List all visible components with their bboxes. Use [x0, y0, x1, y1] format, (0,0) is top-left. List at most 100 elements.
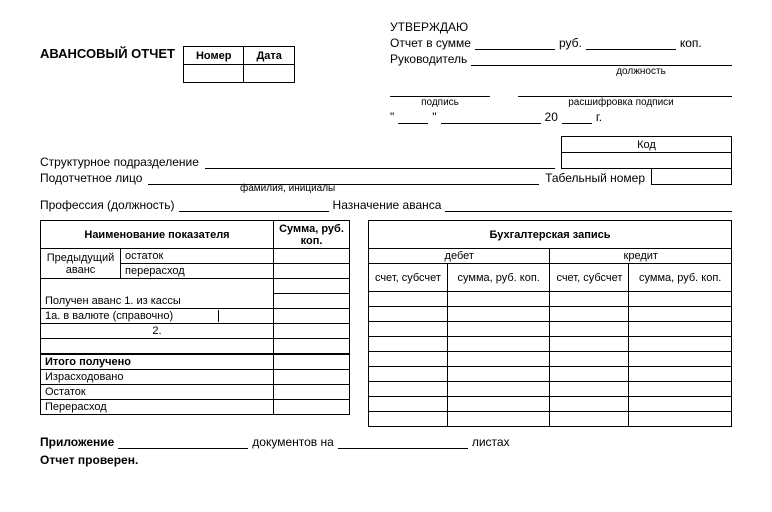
rt-r3c4[interactable]: [629, 322, 732, 337]
lt-spacer1-val[interactable]: [274, 279, 350, 294]
app-label: Приложение: [40, 435, 114, 449]
rt-r8c3[interactable]: [550, 397, 629, 412]
date-year-field[interactable]: [562, 110, 592, 124]
lt-total-val[interactable]: [274, 354, 350, 370]
top-section: АВАНСОВЫЙ ОТЧЕТ Номер Дата УТВЕРЖДАЮ Отч…: [40, 20, 732, 126]
lt-got1a-val[interactable]: [274, 309, 350, 324]
rt-r6c2[interactable]: [447, 367, 550, 382]
lt-got1-val[interactable]: [274, 294, 350, 309]
rt-r7c4[interactable]: [629, 382, 732, 397]
rt-r7c2[interactable]: [447, 382, 550, 397]
rt-r2c2[interactable]: [447, 307, 550, 322]
app-field[interactable]: [118, 435, 248, 449]
rt-r1c3[interactable]: [550, 292, 629, 307]
lt-spacer2[interactable]: [41, 339, 274, 354]
date-day-field[interactable]: [398, 110, 428, 124]
sum-label: Отчет в сумме: [390, 36, 471, 50]
rt-credit: кредит: [550, 249, 732, 264]
lt-spacer2-val[interactable]: [274, 339, 350, 354]
lt-over: перерасход: [121, 264, 274, 279]
rt-r2c4[interactable]: [629, 307, 732, 322]
rt-r3c1[interactable]: [369, 322, 448, 337]
tabnum-cell[interactable]: [652, 169, 732, 185]
rt-r9c1[interactable]: [369, 412, 448, 427]
rt-r9c3[interactable]: [550, 412, 629, 427]
date-cell[interactable]: [244, 65, 294, 83]
rt-r5c1[interactable]: [369, 352, 448, 367]
lt-ost: остаток: [121, 249, 274, 264]
rt-r2c1[interactable]: [369, 307, 448, 322]
lt-over-val[interactable]: [274, 264, 350, 279]
sum-kop-field[interactable]: [586, 36, 676, 50]
lt-spent-val[interactable]: [274, 369, 350, 384]
sum-rub-field[interactable]: [475, 36, 555, 50]
lt-ost-val[interactable]: [274, 249, 350, 264]
rt-c-acct: счет, субсчет: [550, 264, 629, 292]
prof-label: Профессия (должность): [40, 198, 175, 212]
kod-table: Код: [561, 136, 732, 153]
purpose-field[interactable]: [445, 198, 732, 212]
rt-r8c4[interactable]: [629, 397, 732, 412]
year-prefix: 20: [545, 110, 558, 124]
number-cell[interactable]: [183, 65, 244, 83]
rt-r4c1[interactable]: [369, 337, 448, 352]
rt-r5c4[interactable]: [629, 352, 732, 367]
lt-over2: Перерасход: [41, 399, 274, 414]
rt-r5c3[interactable]: [550, 352, 629, 367]
rt-h-main: Бухгалтерская запись: [369, 221, 732, 249]
lt-got2-val[interactable]: [274, 324, 350, 339]
rub-label: руб.: [559, 36, 582, 50]
rt-r3c3[interactable]: [550, 322, 629, 337]
tables-section: Наименование показателя Сумма, руб. коп.…: [40, 220, 732, 427]
rt-r2c3[interactable]: [550, 307, 629, 322]
rt-r5c2[interactable]: [447, 352, 550, 367]
col-date: Дата: [244, 47, 294, 65]
lt-over2-val[interactable]: [274, 399, 350, 414]
approve-title: УТВЕРЖДАЮ: [390, 20, 732, 34]
rt-r6c4[interactable]: [629, 367, 732, 382]
struct-label: Структурное подразделение: [40, 155, 199, 169]
rt-r7c3[interactable]: [550, 382, 629, 397]
lt-got1: Получен аванс 1. из кассы: [41, 294, 274, 309]
rt-r1c2[interactable]: [447, 292, 550, 307]
docs-on-field[interactable]: [338, 435, 468, 449]
rt-r7c1[interactable]: [369, 382, 448, 397]
rt-r1c4[interactable]: [629, 292, 732, 307]
lt-prev: Предыдущий аванс: [41, 249, 121, 279]
rt-r3c2[interactable]: [447, 322, 550, 337]
date-month-field[interactable]: [441, 110, 541, 124]
decipher-field[interactable]: [518, 83, 732, 97]
col-number: Номер: [183, 47, 244, 65]
footer-line: Приложение документов на листах: [40, 435, 732, 449]
struct-field[interactable]: [205, 155, 555, 169]
lt-got2: 2.: [41, 324, 274, 339]
signature-field[interactable]: [390, 83, 490, 97]
rt-r9c2[interactable]: [447, 412, 550, 427]
kod-header: Код: [562, 137, 732, 153]
rt-r9c4[interactable]: [629, 412, 732, 427]
checked-label: Отчет проверен.: [40, 453, 732, 467]
struct-code-cell[interactable]: [562, 153, 732, 169]
purpose-label: Назначение аванса: [333, 198, 442, 212]
prof-field[interactable]: [179, 198, 329, 212]
rt-r4c4[interactable]: [629, 337, 732, 352]
lt-spent: Израсходовано: [41, 369, 274, 384]
rt-r4c2[interactable]: [447, 337, 550, 352]
struct-row: Структурное подразделение: [40, 152, 732, 169]
person-field[interactable]: [148, 171, 539, 185]
lt-got1a-inner[interactable]: [223, 310, 273, 322]
leader-field[interactable]: [471, 52, 732, 66]
position-caption: должность: [390, 66, 732, 77]
rt-r8c2[interactable]: [447, 397, 550, 412]
rt-d-sum: сумма, руб. коп.: [447, 264, 550, 292]
doc-title: АВАНСОВЫЙ ОТЧЕТ: [40, 46, 175, 61]
lt-ost2-val[interactable]: [274, 384, 350, 399]
rt-r4c3[interactable]: [550, 337, 629, 352]
rt-r6c3[interactable]: [550, 367, 629, 382]
number-date-table: Номер Дата: [183, 46, 295, 83]
rt-r1c1[interactable]: [369, 292, 448, 307]
lt-got1a-row: 1а. в валюте (справочно): [41, 309, 274, 324]
kod-row: Код: [40, 136, 732, 153]
rt-r8c1[interactable]: [369, 397, 448, 412]
rt-r6c1[interactable]: [369, 367, 448, 382]
